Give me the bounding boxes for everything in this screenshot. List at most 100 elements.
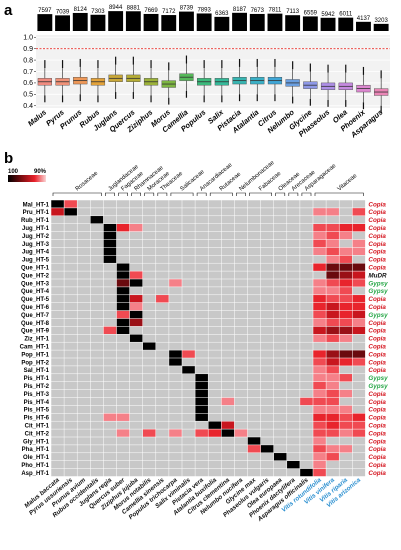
family-bracket [105,192,115,196]
heatmap-cell [339,429,353,437]
superfamily-label: Copia [368,470,386,477]
heatmap-cell [313,310,327,319]
heatmap-cell [339,286,353,295]
heatmap-cell [313,326,327,335]
row-label: Ole_HT-1 [23,455,50,461]
heatmap-cell [339,271,353,279]
heatmap-cell [103,326,117,335]
heatmap-cell [352,239,366,248]
count-label: 4137 [357,16,371,22]
heatmap-cell [129,223,143,232]
heatmap-cell [129,279,143,287]
family-bracket [314,192,364,196]
heatmap-cell [326,365,340,374]
heatmap-cell [313,247,327,256]
heatmap-cell [326,358,340,366]
legend-min-label: 100 [8,169,19,175]
row-label: Que_HT-5 [21,297,50,303]
heatmap-cell [313,350,327,358]
row-label: Cam_HT-1 [20,345,50,351]
heatmap-cell [339,326,353,335]
row-label: Jug_HT-2 [22,234,50,240]
heatmap-cell [51,207,65,216]
heatmap-cell [313,286,327,295]
heatmap-cell [247,444,261,453]
superfamily-label: Copia [368,407,386,414]
heatmap-cell [221,397,235,406]
heatmap-cell [273,452,287,461]
superfamily-label: Copia [368,336,386,343]
count-bar [285,15,301,31]
heatmap-cell [326,429,340,437]
heatmap-cell [313,381,327,390]
count-label: 8124 [74,7,88,13]
superfamily-label: Copia [368,391,386,398]
heatmap-cell [339,350,353,358]
genus-labels: MalusPyrusPrunusRubusJuglansQuercusZizip… [26,107,384,140]
count-labels: 7597 7039 8124 7303 8944 8881 7669 7172 8739 7893… [38,5,388,24]
count-bar [338,17,354,31]
heatmap-cell [326,334,340,343]
heatmap-cell [313,358,327,366]
count-label: 7039 [56,9,70,15]
count-label: 5942 [321,12,335,18]
panel-b-heatmap: 100 90% Rosaceae JuglandaceaeFagaceaeRham… [8,159,388,524]
heatmap-cell [339,358,353,366]
heatmap-cell [103,239,117,248]
count-bar [356,21,371,31]
heatmap-cell [155,294,169,303]
heatmap-cell [352,350,366,358]
count-bar [90,14,106,32]
heatmap-cell [313,397,327,406]
row-label: Cit_HT-2 [25,431,50,437]
heatmap-cell [168,358,182,366]
row-label: Ziz_HT-1 [24,337,49,343]
row-label: Jug_HT-1 [22,226,50,232]
color-legend: 100 90% [8,169,47,182]
superfamily-label: Copia [368,423,386,430]
heatmap-cell [352,279,366,287]
heatmap-cell [195,389,209,398]
row-label: Pha_HT-1 [22,447,50,453]
heatmap-cell [103,223,117,232]
heatmap-cell [339,405,353,414]
heatmap-cell [352,326,366,335]
heatmap-cell [195,413,209,422]
heatmap-cell [352,223,366,232]
heatmap-cell [313,334,327,343]
heatmap-cell [339,247,353,256]
legend-gradient [8,175,46,182]
heatmap-cell [326,255,340,264]
heatmap-cell [182,350,196,358]
family-bracket [288,192,299,196]
heatmap-cell [326,286,340,295]
count-label: 6363 [215,11,229,17]
heatmap-cell [247,437,261,445]
heatmap-cell [208,429,222,437]
heatmap-cell [64,200,78,208]
row-label: Asp_HT-1 [21,471,49,477]
heatmap-cell [313,468,327,477]
count-bar [302,16,318,31]
row-label: Que_HT-1 [21,266,50,272]
heatmap-cell [352,271,366,279]
heatmap-cell [116,223,130,232]
count-label: 6559 [304,10,318,16]
heatmap-cell [116,326,130,335]
heatmap-cell [352,302,366,311]
heatmap-cell [103,413,117,422]
count-bar [214,16,230,31]
heatmap-cell [313,460,327,469]
superfamily-label: Copia [368,328,386,335]
heatmap-cell [116,302,130,311]
superfamily-label: Gypsy [368,383,388,390]
superfamily-label: Copia [368,462,386,469]
heatmap-cell [142,342,156,351]
heatmap-cell [352,263,366,272]
row-label: Gly_HT-1 [23,439,50,445]
count-label: 7303 [91,9,105,15]
row-labels: Mal_HT-1 Pru_HT-1 Rub_HT-1 Jug_HT-1 Jug_HT-2… [20,202,50,477]
heatmap-cell [313,365,327,374]
heatmap-cell [195,405,209,414]
